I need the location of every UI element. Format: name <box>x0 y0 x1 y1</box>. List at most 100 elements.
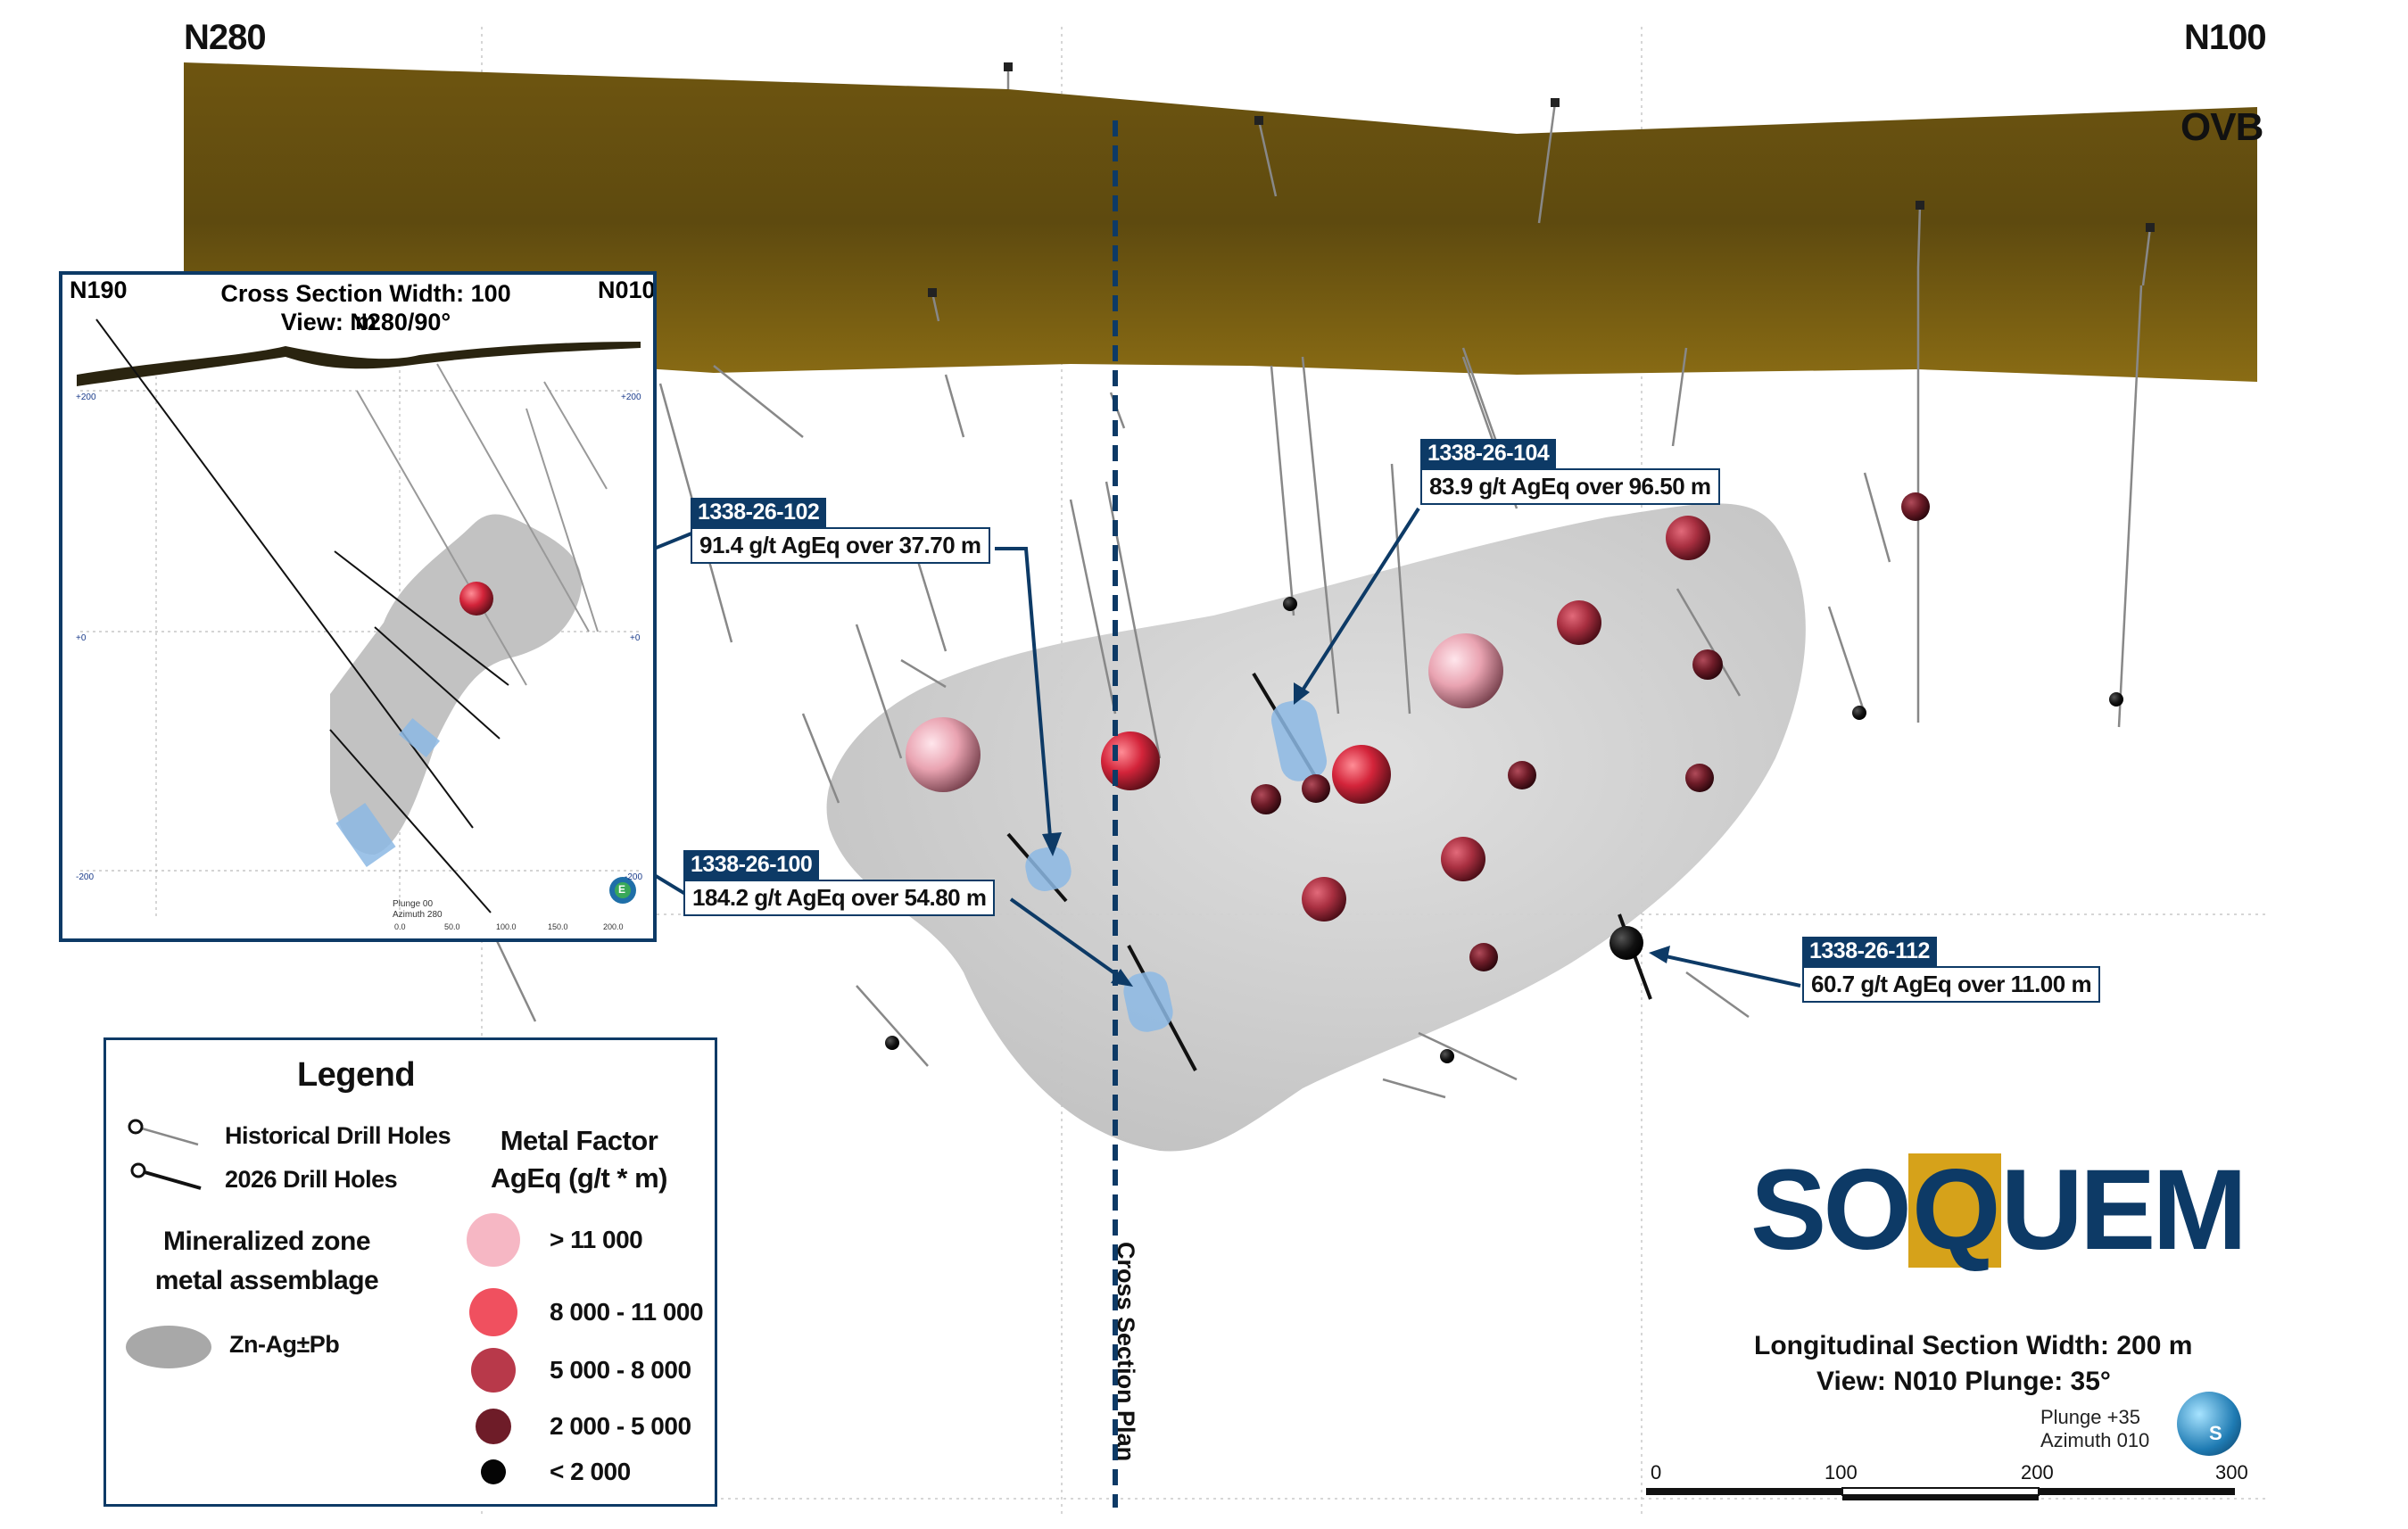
callout-100[interactable]: 1338-26-100 184.2 g/t AgEq over 54.80 m <box>683 850 996 916</box>
inset-tick: 100.0 <box>496 922 517 931</box>
label-n280: N280 <box>184 18 267 57</box>
cross-section-inset: N190 N010 Cross Section Width: 100 m Vie… <box>59 271 657 942</box>
historical-hole-trace <box>2141 227 2152 286</box>
intercept-text: 60.7 g/t AgEq over 11.00 m <box>1802 966 2101 1003</box>
historical-hole-trace <box>944 374 965 438</box>
elev-label: -200 <box>76 872 95 882</box>
metal-factor-sphere <box>1440 1049 1454 1063</box>
elev-label: +200 <box>76 393 96 402</box>
metal-factor-sphere <box>1852 706 1866 720</box>
metal-factor-sphere <box>1283 597 1297 611</box>
legend-class-dot <box>481 1459 506 1484</box>
legend-class-label: > 11 000 <box>550 1226 643 1253</box>
callout-102[interactable]: 1338-26-102 91.4 g/t AgEq over 37.70 m <box>691 498 990 564</box>
drill-collar <box>928 288 937 297</box>
soquem-logo: SOQUEM <box>1750 1153 2247 1268</box>
metal-factor-sphere <box>1428 633 1503 708</box>
drill-2026-intercept <box>1123 971 1173 1032</box>
inset-orientation-1: Plunge 00 <box>393 899 434 909</box>
overburden-band <box>184 62 2257 382</box>
legend-mz-1: Mineralized zone <box>162 1227 371 1256</box>
orientation-plunge: Plunge +35 <box>2040 1406 2140 1428</box>
intercept-text: 184.2 g/t AgEq over 54.80 m <box>683 880 996 916</box>
historical-hole-trace <box>1301 356 1340 715</box>
metal-factor-sphere <box>1251 784 1281 814</box>
intercept-text: 91.4 g/t AgEq over 37.70 m <box>691 527 990 564</box>
drill-collar <box>1916 201 1924 210</box>
orientation-azimuth: Azimuth 010 <box>2040 1429 2150 1451</box>
metal-factor-sphere <box>1901 492 1930 521</box>
drill-2026-intercept <box>1270 699 1328 781</box>
compass-icon: S <box>2177 1392 2241 1456</box>
historical-hole-trace <box>1863 472 1891 563</box>
drill-collar <box>2146 223 2155 232</box>
hole-id: 1338-26-112 <box>1802 937 1937 966</box>
legend-box: Legend Historical Drill Holes 2026 Drill… <box>103 1037 717 1507</box>
historical-hole-trace <box>1537 102 1557 224</box>
hole-id: 1338-26-100 <box>683 850 820 880</box>
historical-hole-trace <box>855 624 903 759</box>
callout-104[interactable]: 1338-26-104 83.9 g/t AgEq over 96.50 m <box>1420 439 1720 505</box>
section-width-label: Longitudinal Section Width: 200 m <box>1754 1331 2193 1360</box>
legend-class-label: 8 000 - 11 000 <box>550 1298 704 1326</box>
historical-hole-trace <box>801 713 840 804</box>
inset-corner-left: N190 <box>70 277 128 303</box>
historical-hole-trace <box>1069 499 1117 715</box>
hole-id: 1338-26-102 <box>691 498 827 527</box>
scale-bar <box>1646 1487 2235 1500</box>
legend-title: Legend <box>296 1056 416 1094</box>
inset-drawing <box>77 318 642 917</box>
historical-hole-trace <box>1676 588 1742 697</box>
elev-label: -200 <box>625 872 643 882</box>
historical-hole-trace <box>1270 365 1295 616</box>
historical-hole-trace <box>2117 285 2143 728</box>
elev-label: +0 <box>630 633 641 643</box>
legend-class-dot <box>476 1409 511 1444</box>
metal-factor-sphere <box>1332 745 1391 804</box>
drill-2026-intercept <box>1025 847 1072 891</box>
legend-mf-1: Metal Factor <box>500 1125 658 1156</box>
inset-title-2: View: N280/90° <box>280 309 451 335</box>
historical-hole-trace <box>1418 1031 1518 1081</box>
scale-tick: 200 <box>2021 1461 2054 1484</box>
cross-section-plan-label: Cross Section Plan <box>1113 1242 1139 1462</box>
logo-text-left: SO <box>1750 1146 1912 1274</box>
elev-label: +200 <box>621 393 641 402</box>
historical-hole-trace <box>713 365 804 438</box>
metal-factor-sphere <box>1508 761 1536 789</box>
inset-tick: 150.0 <box>548 922 568 931</box>
historical-hole-trace <box>1390 463 1411 715</box>
metal-factor-sphere <box>1302 877 1346 922</box>
legend-zone-name: Zn-Ag±Pb <box>229 1331 340 1358</box>
metal-factor-sphere <box>2109 692 2123 707</box>
scale-tick: 100 <box>1825 1461 1858 1484</box>
metal-factor-sphere <box>885 1036 899 1050</box>
historical-hole-trace <box>856 985 929 1067</box>
legend-2026: 2026 Drill Holes <box>225 1166 398 1193</box>
legend-mz-2: metal assemblage <box>154 1266 379 1295</box>
drill-collar <box>1254 116 1263 125</box>
metal-factor-sphere <box>1469 943 1498 971</box>
metal-factor-sphere <box>1666 516 1710 560</box>
historical-hole-trace <box>1827 606 1866 715</box>
legend-historical: Historical Drill Holes <box>225 1122 451 1149</box>
historical-hole-trace <box>1685 971 1750 1019</box>
metal-factor-sphere <box>1685 764 1714 792</box>
legend-class-label: < 2 000 <box>550 1458 631 1485</box>
legend-mf-2: AgEq (g/t * m) <box>491 1162 667 1194</box>
compass-letter: S <box>2209 1422 2222 1444</box>
inset-title-1: Cross Section Width: 100 m <box>220 280 511 335</box>
mineralized-zone <box>826 503 1806 1152</box>
section-view-label: View: N010 Plunge: 35° <box>1816 1367 2111 1396</box>
historical-hole-trace <box>1257 120 1278 197</box>
intercept-text: 83.9 g/t AgEq over 96.50 m <box>1420 468 1720 505</box>
scale-tick: 0 <box>1651 1461 1662 1484</box>
historical-hole-trace <box>900 658 947 689</box>
metal-factor-sphere <box>1302 774 1330 803</box>
historical-hole-trace <box>931 292 940 322</box>
metal-factor-sphere <box>1692 649 1723 680</box>
historical-hole-trace <box>1382 1078 1446 1099</box>
label-ovb: OVB <box>2180 105 2263 149</box>
callout-112[interactable]: 1338-26-112 60.7 g/t AgEq over 11.00 m <box>1802 937 2101 1003</box>
elev-label: +0 <box>76 633 87 643</box>
